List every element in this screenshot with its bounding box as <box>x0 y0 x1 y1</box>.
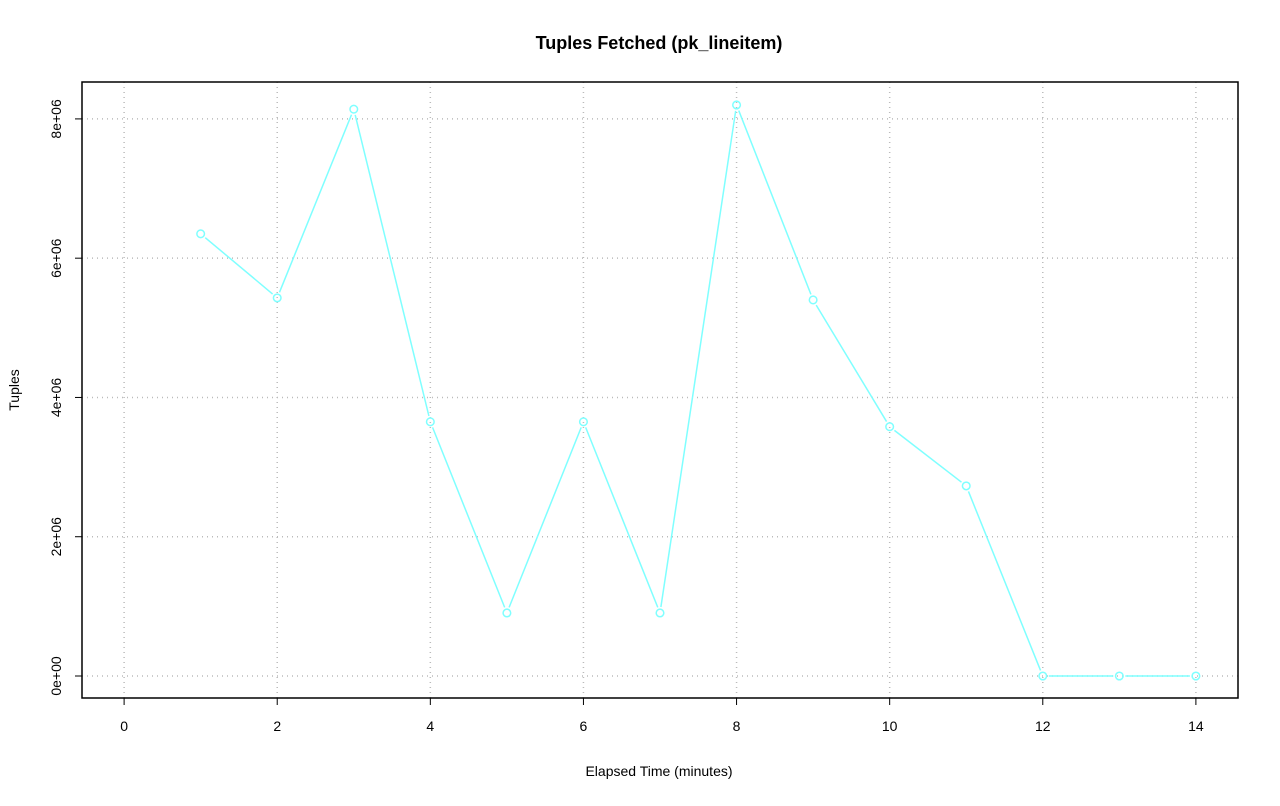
data-point <box>502 608 512 618</box>
grid <box>82 82 1238 698</box>
y-tick-label: 2e+06 <box>48 517 64 557</box>
chart-title: Tuples Fetched (pk_lineitem) <box>536 33 783 53</box>
data-point <box>808 295 818 305</box>
series-segment <box>354 114 430 417</box>
data-point <box>1191 671 1201 681</box>
y-tick-label: 0e+00 <box>48 656 64 696</box>
data-point <box>272 293 282 303</box>
series-segment <box>278 114 353 293</box>
series-segment <box>967 491 1042 671</box>
data-point <box>961 481 971 491</box>
x-tick-label: 0 <box>120 718 128 734</box>
series <box>196 100 1201 681</box>
x-tick-label: 10 <box>882 718 898 734</box>
y-tick-label: 6e+06 <box>48 238 64 278</box>
x-tick-label: 4 <box>426 718 434 734</box>
data-point <box>1114 671 1124 681</box>
data-point <box>425 417 435 427</box>
plot-frame <box>81 81 1239 699</box>
data-point <box>1038 671 1048 681</box>
x-axis-label: Elapsed Time (minutes) <box>585 763 732 779</box>
y-tick-label: 8e+06 <box>48 99 64 139</box>
x-tick-label: 6 <box>580 718 588 734</box>
series-segment <box>660 110 737 608</box>
x-tick-label: 2 <box>273 718 281 734</box>
x-tick-label: 12 <box>1035 718 1051 734</box>
series-segment <box>584 427 659 608</box>
series-segment <box>431 427 506 608</box>
y-axis: 0e+00 2e+06 4e+06 6e+06 8e+06 <box>48 99 82 696</box>
data-point <box>732 100 742 110</box>
x-tick-label: 14 <box>1188 718 1204 734</box>
series-segment <box>893 429 962 483</box>
x-tick-label: 8 <box>733 718 741 734</box>
data-point <box>196 229 206 239</box>
series-segment <box>508 427 582 608</box>
y-tick-label: 4e+06 <box>48 378 64 418</box>
series-segment <box>815 304 888 422</box>
data-point <box>885 422 895 432</box>
data-point <box>655 608 665 618</box>
series-segment <box>738 110 812 295</box>
data-point <box>578 417 588 427</box>
data-point <box>349 104 359 114</box>
series-segment <box>204 237 274 295</box>
x-axis: 0 2 4 6 8 10 12 14 <box>120 697 1204 734</box>
y-axis-label: Tuples <box>6 369 22 411</box>
